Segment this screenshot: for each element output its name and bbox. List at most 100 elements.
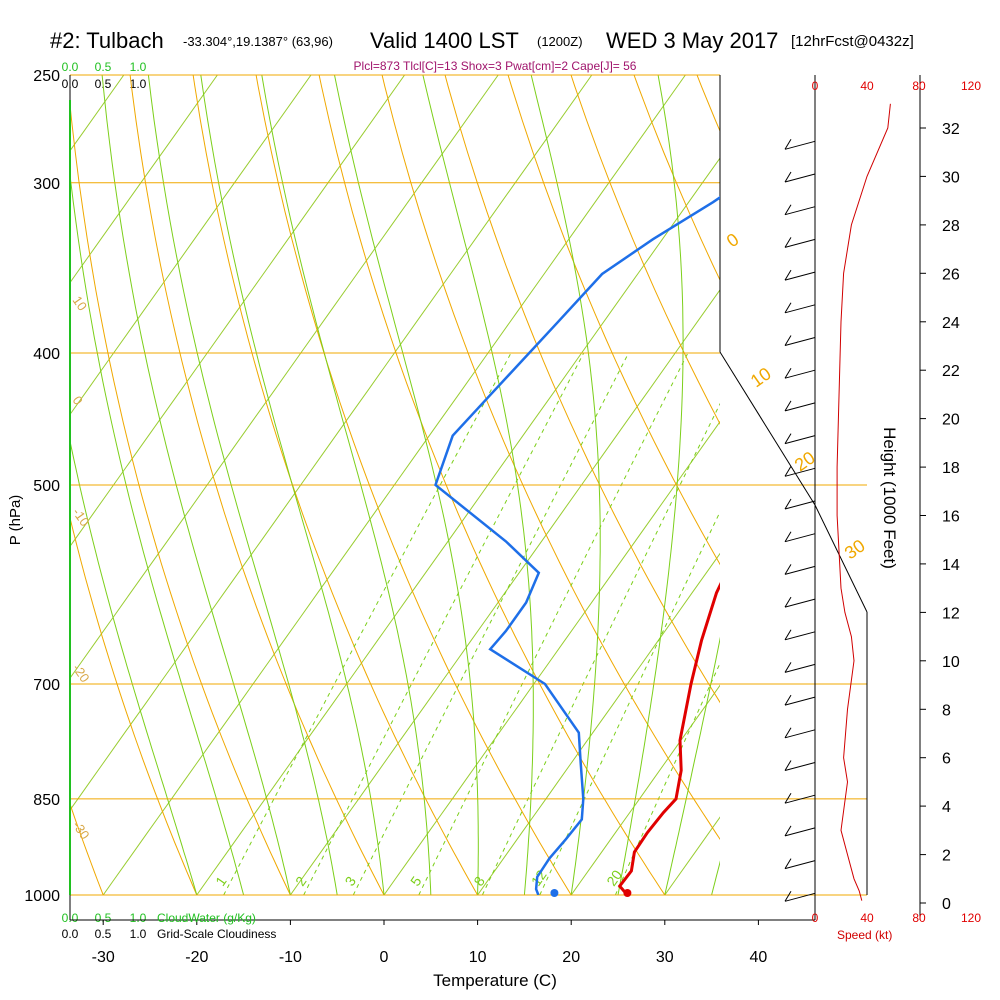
pressure-tick-label: 400 [33,346,60,363]
wind-barb [784,598,816,608]
wind-barb-flag [784,694,792,706]
isotherm-line [70,75,406,548]
mixing-ratio-label: 12 [528,867,550,889]
cloudwater-tick-bottom: 0.5 [95,911,112,925]
height-tick-label: 12 [942,605,960,622]
moist-adiabat-line [617,75,684,895]
wind-barb-flag [784,792,792,804]
wind-barb-flag [784,727,792,739]
mixing-ratio-line [614,662,720,895]
parcel-trace [813,274,863,368]
y-axis-title: P (hPa) [7,495,24,546]
x-tick-label: -30 [92,949,115,966]
height-tick-label: 26 [942,266,960,283]
moist-adiabat-line [664,636,720,895]
dry-adiabat-line [70,515,198,895]
isotherm-line [383,420,720,895]
x-tick-label: 0 [380,949,389,966]
isotherm-line [852,75,1000,895]
pressure-tick-label: 300 [33,176,60,193]
wind-barb-flag [784,760,792,771]
x-tick-label: 10 [469,949,487,966]
tropopause-edge [719,351,816,506]
isobar-lines [70,74,867,896]
x-tick-label: 20 [562,949,580,966]
wind-barb [784,337,816,346]
height-tick-label: 2 [942,848,951,865]
dry-adiabat-line [192,75,479,895]
mixing-ratio-label: 2 [292,873,310,889]
x-tick-label: 40 [750,949,768,966]
temperature-trace [617,581,720,895]
height-tick-label: 28 [942,218,960,235]
moist-adiabat-line [147,75,338,895]
height-tick-label: 14 [942,557,960,574]
speed-tick-label-top: 0 [812,79,819,93]
moist-adiabat-line [101,75,291,895]
x-axis-title: Temperature (C) [433,971,557,990]
wind-barb [784,827,816,837]
wind-barb [784,402,816,412]
height-tick-label: 4 [942,799,951,816]
speed-tick-label-bottom: 80 [912,911,926,925]
x-tick-label: -20 [185,949,208,966]
cloudwater-tick-top: 1.0 [130,60,147,74]
cloudwater-title: CloudWater (g/Kg) [157,911,256,925]
speed-tick-label-top: 80 [912,79,926,93]
wind-barb [784,860,816,870]
mixing-ratio-line [352,352,630,895]
wind-barb [784,762,816,771]
isotherm-label: -20 [70,661,93,685]
wind-barb [784,467,816,477]
cloudwater-tick-top: 0.0 [62,60,79,74]
mixing-ratio-line [418,352,689,895]
moist-adiabat-line [200,75,385,895]
wind-barb-flag [784,498,792,510]
pressure-tick-label: 500 [33,478,60,495]
wind-barbs [784,139,816,902]
speed-tick-label-bottom: 0 [812,911,819,925]
utc-time: (1200Z) [537,34,583,49]
wind-barb [784,271,816,281]
isotherm-label: 0 [70,393,86,408]
x-tick-label: -10 [279,949,302,966]
dry-adiabat-line [0,51,20,924]
cloudiness-tick-bottom: 0.5 [95,927,112,941]
dry-adiabat-line [507,75,720,566]
height-axis-title: Height (1000 Feet) [880,427,899,569]
surface-dewpoint-marker [550,889,559,897]
wind-speed-trace [836,103,891,901]
speed-axis-title: Speed (kt) [837,928,892,942]
dry-adiabat-line [70,99,291,895]
dry-adiabat-line [70,802,104,895]
wind-barb-flag [784,204,792,215]
isotherm-line [70,75,312,416]
moist-adiabat-line [334,75,479,895]
date-label: WED 3 May 2017 [606,28,778,53]
wind-barb-flag [784,825,792,837]
wind-barb-flag [784,564,792,575]
height-tick-label: 22 [942,363,960,380]
isotherm-label: -30 [70,818,93,842]
height-tick-label: 6 [942,751,951,768]
cloudiness-tick-bottom: 1.0 [130,927,147,941]
dry-adiabat-line [444,75,720,704]
wind-barb-flag [784,662,792,673]
moist-adiabat-line [70,438,198,895]
wind-barb-flag [784,335,792,346]
mixing-ratio-label: 3 [341,873,359,889]
wind-barb [784,369,816,379]
dry-adiabat-line [255,75,572,895]
wind-barb [784,631,816,641]
wind-barb [784,304,816,314]
isotherm-line [289,289,720,895]
wind-barb [784,173,816,183]
wind-barb [784,238,816,248]
wind-barb-flag [784,302,792,314]
mixing-ratio-line [223,352,512,895]
wind-barb-flag [784,858,792,869]
wind-barb [784,206,816,216]
x-tick-label: 30 [656,949,674,966]
